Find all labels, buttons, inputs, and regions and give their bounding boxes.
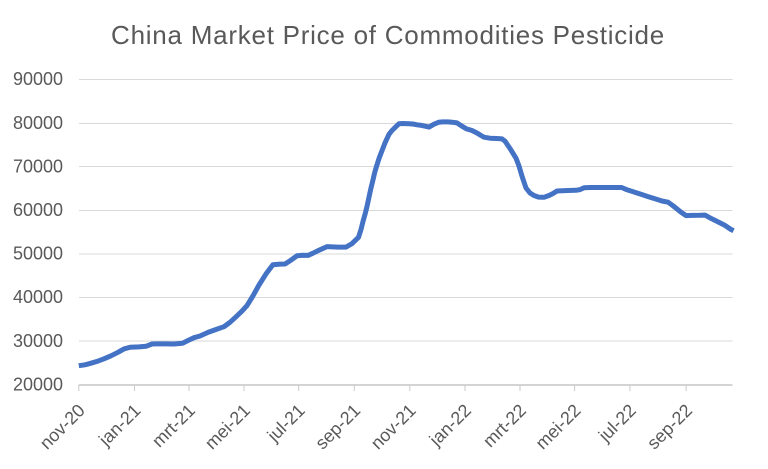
svg-text:60000: 60000 <box>13 200 63 220</box>
svg-text:20000: 20000 <box>13 374 63 394</box>
svg-text:70000: 70000 <box>13 156 63 176</box>
svg-text:90000: 90000 <box>13 69 63 89</box>
svg-text:50000: 50000 <box>13 244 63 264</box>
svg-text:China Market Price of Commodit: China Market Price of Commodities Pestic… <box>111 20 665 50</box>
svg-text:30000: 30000 <box>13 331 63 351</box>
svg-text:80000: 80000 <box>13 113 63 133</box>
svg-text:40000: 40000 <box>13 287 63 307</box>
